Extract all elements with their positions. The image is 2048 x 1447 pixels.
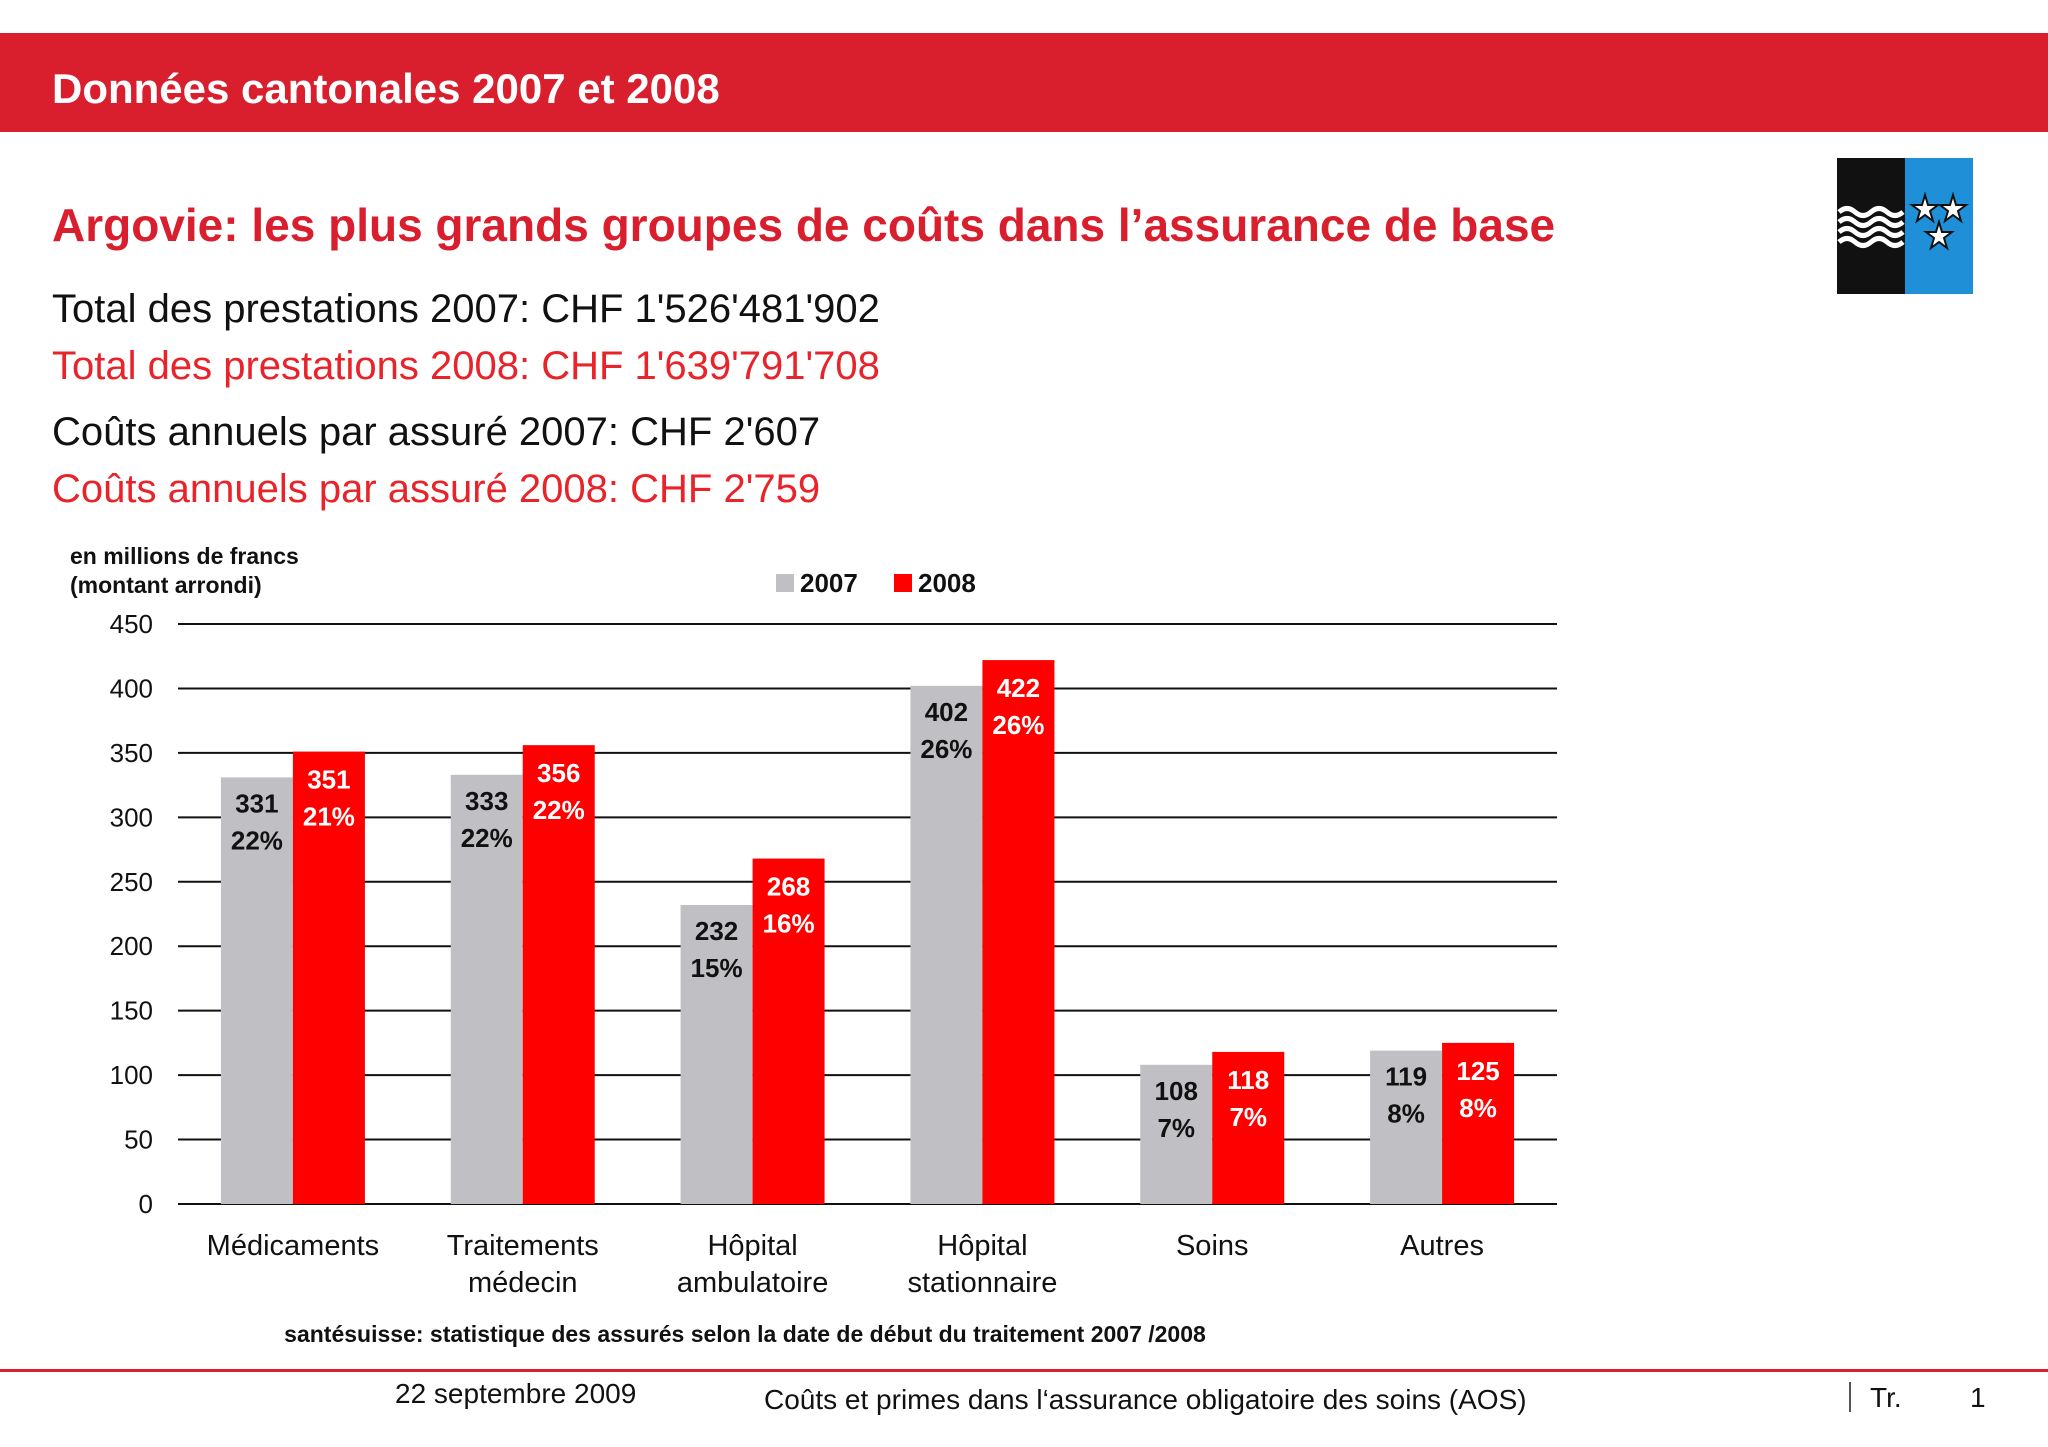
bar-value-label: 333	[465, 786, 508, 816]
slide-title: Argovie: les plus grands groupes de coût…	[52, 199, 1556, 251]
chart-legend: 2007 2008	[776, 568, 976, 598]
bar-2007	[450, 774, 523, 1204]
stat-total-2007: Total des prestations 2007: CHF 1'526'48…	[52, 287, 880, 331]
legend-label-2008: 2008	[918, 568, 976, 598]
y-tick-label: 50	[124, 1125, 153, 1155]
x-tick-label: Autres	[1400, 1230, 1484, 1262]
bar-value-label: 422	[997, 673, 1040, 703]
y-axis-label-line1: en millions de francs	[70, 543, 299, 569]
stat-total-2008: Total des prestations 2008: CHF 1'639'79…	[52, 344, 880, 388]
bar-value-label: 108	[1155, 1076, 1198, 1106]
y-tick-label: 200	[110, 931, 153, 961]
y-tick-label: 450	[110, 609, 153, 639]
bar-value-label: 351	[307, 765, 350, 795]
bar-percent-label: 8%	[1387, 1099, 1425, 1129]
bar-value-label: 125	[1456, 1056, 1499, 1086]
bar-value-label: 119	[1385, 1062, 1427, 1092]
bar-value-label: 118	[1227, 1065, 1269, 1095]
bar-percent-label: 15%	[691, 953, 743, 983]
bar-percent-label: 7%	[1157, 1113, 1195, 1143]
y-tick-label: 350	[110, 738, 153, 768]
bar-percent-label: 26%	[992, 710, 1044, 740]
footer-section: Tr.	[1870, 1382, 1902, 1413]
x-tick-label: médecin	[468, 1267, 578, 1299]
x-tick-label: Médicaments	[207, 1230, 379, 1262]
bar-percent-label: 26%	[920, 734, 972, 764]
bar-percent-label: 8%	[1459, 1093, 1497, 1123]
y-tick-label: 250	[110, 867, 153, 897]
legend-swatch-2008	[894, 574, 912, 592]
y-axis-label-line2: (montant arrondi)	[70, 572, 262, 598]
y-tick-label: 150	[110, 996, 153, 1026]
footer-divider	[0, 1369, 2048, 1372]
bar-percent-label: 7%	[1229, 1102, 1267, 1132]
bar-percent-label: 22%	[231, 825, 283, 855]
x-tick-label: Hôpital	[707, 1230, 797, 1262]
bar-2007	[680, 904, 753, 1204]
bar-2007	[910, 685, 983, 1204]
bar-2007	[220, 777, 293, 1204]
bar-value-label: 402	[925, 697, 968, 727]
header-banner	[0, 33, 2048, 132]
gridlines	[178, 623, 1557, 1205]
stat-per-insured-2007: Coûts annuels par assuré 2007: CHF 2'607	[52, 410, 821, 454]
bar-value-label: 331	[235, 788, 278, 818]
bar-value-label: 356	[537, 758, 580, 788]
bar-percent-label: 21%	[303, 802, 355, 832]
banner-title: Données cantonales 2007 et 2008	[52, 65, 720, 112]
y-axis-ticks: 0 50 100 150 200 250 300 350 400 450	[110, 609, 153, 1219]
aargau-flag-icon	[1837, 158, 1973, 294]
footer-date: 22 septembre 2009	[395, 1378, 637, 1409]
stat-per-insured-2008: Coûts annuels par assuré 2008: CHF 2'759	[52, 467, 821, 511]
legend-label-2007: 2007	[800, 568, 858, 598]
footer-page-number: 1	[1970, 1382, 1986, 1413]
y-tick-label: 400	[110, 673, 153, 703]
bars: 331 22% 351 21% 333 22% 356 22% 232 15% 268 16% 402 2…	[220, 660, 1515, 1204]
x-tick-label: Soins	[1176, 1230, 1249, 1262]
bar-2008	[292, 751, 365, 1204]
bar-2008	[522, 745, 595, 1204]
bar-value-label: 232	[695, 916, 738, 946]
bar-percent-label: 16%	[763, 909, 815, 939]
bar-2008	[1442, 1042, 1515, 1204]
bar-2008	[982, 660, 1055, 1204]
legend-swatch-2007	[776, 574, 794, 592]
chart-source-note: santésuisse: statistique des assurés sel…	[284, 1321, 1206, 1347]
footer-subject: Coûts et primes dans l‘assurance obligat…	[764, 1384, 1527, 1415]
x-tick-label: stationnaire	[907, 1267, 1057, 1299]
bar-2007	[1370, 1050, 1443, 1204]
bar-2008	[1212, 1051, 1285, 1204]
cost-groups-bar-chart: en millions de francs (montant arrondi) …	[70, 543, 1557, 1347]
y-tick-label: 0	[139, 1189, 153, 1219]
footer-separator	[1849, 1382, 1851, 1412]
x-axis-labels: Médicaments Traitements médecin Hôpital ambu…	[207, 1230, 1484, 1299]
bar-2008	[752, 858, 825, 1204]
bar-2007	[1140, 1064, 1213, 1204]
bar-percent-label: 22%	[533, 795, 585, 825]
y-tick-label: 100	[110, 1060, 153, 1090]
bar-value-label: 268	[767, 872, 810, 902]
x-tick-label: Hôpital	[937, 1230, 1027, 1262]
y-tick-label: 300	[110, 802, 153, 832]
x-tick-label: ambulatoire	[677, 1267, 829, 1299]
bar-percent-label: 22%	[461, 823, 513, 853]
x-tick-label: Traitements	[447, 1230, 599, 1262]
